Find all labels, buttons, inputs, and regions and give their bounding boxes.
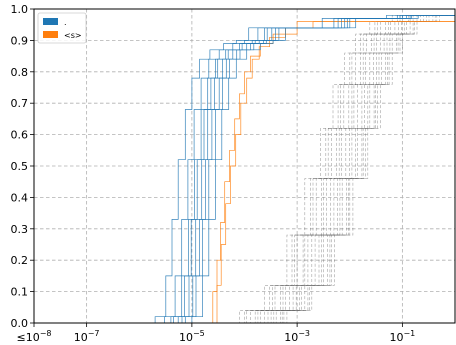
y-tick-label: 0.9 [11, 34, 29, 47]
x-tick-label: 10−3 [284, 329, 310, 344]
y-tick-label: 1.0 [11, 3, 29, 16]
ticks-layer: 0.0 0.1 0.2 0.3 0.4 0.5 0.6 0.7 0.8 0.9 1.0 ≤10−8 10… [11, 3, 416, 344]
y-tick-label: 0.2 [11, 254, 29, 267]
series-layer [127, 12, 455, 323]
legend-label: <s> [64, 31, 82, 40]
series-curve [127, 12, 455, 323]
x-tick-label: 10−5 [179, 329, 205, 344]
legend-swatch [43, 18, 58, 25]
series-dot [127, 12, 455, 323]
x-tick-label: ≤10−8 [16, 329, 51, 344]
legend-label: . [64, 18, 67, 27]
x-tick-label: 10−7 [74, 329, 100, 344]
series-curve [141, 12, 455, 323]
x-tick-label: 10−1 [389, 329, 415, 344]
legend-swatch [43, 31, 58, 38]
y-tick-label: 0.1 [11, 286, 29, 299]
y-tick-label: 0.6 [11, 129, 29, 142]
y-tick-label: 0.5 [11, 160, 29, 173]
legend: . <s> [37, 12, 87, 44]
y-tick-label: 0.8 [11, 66, 29, 79]
y-tick-label: 0.3 [11, 223, 29, 236]
y-tick-label: 0.4 [11, 191, 29, 204]
series-curve [152, 12, 455, 323]
y-tick-label: 0.0 [11, 317, 29, 330]
y-tick-label: 0.7 [11, 97, 29, 110]
